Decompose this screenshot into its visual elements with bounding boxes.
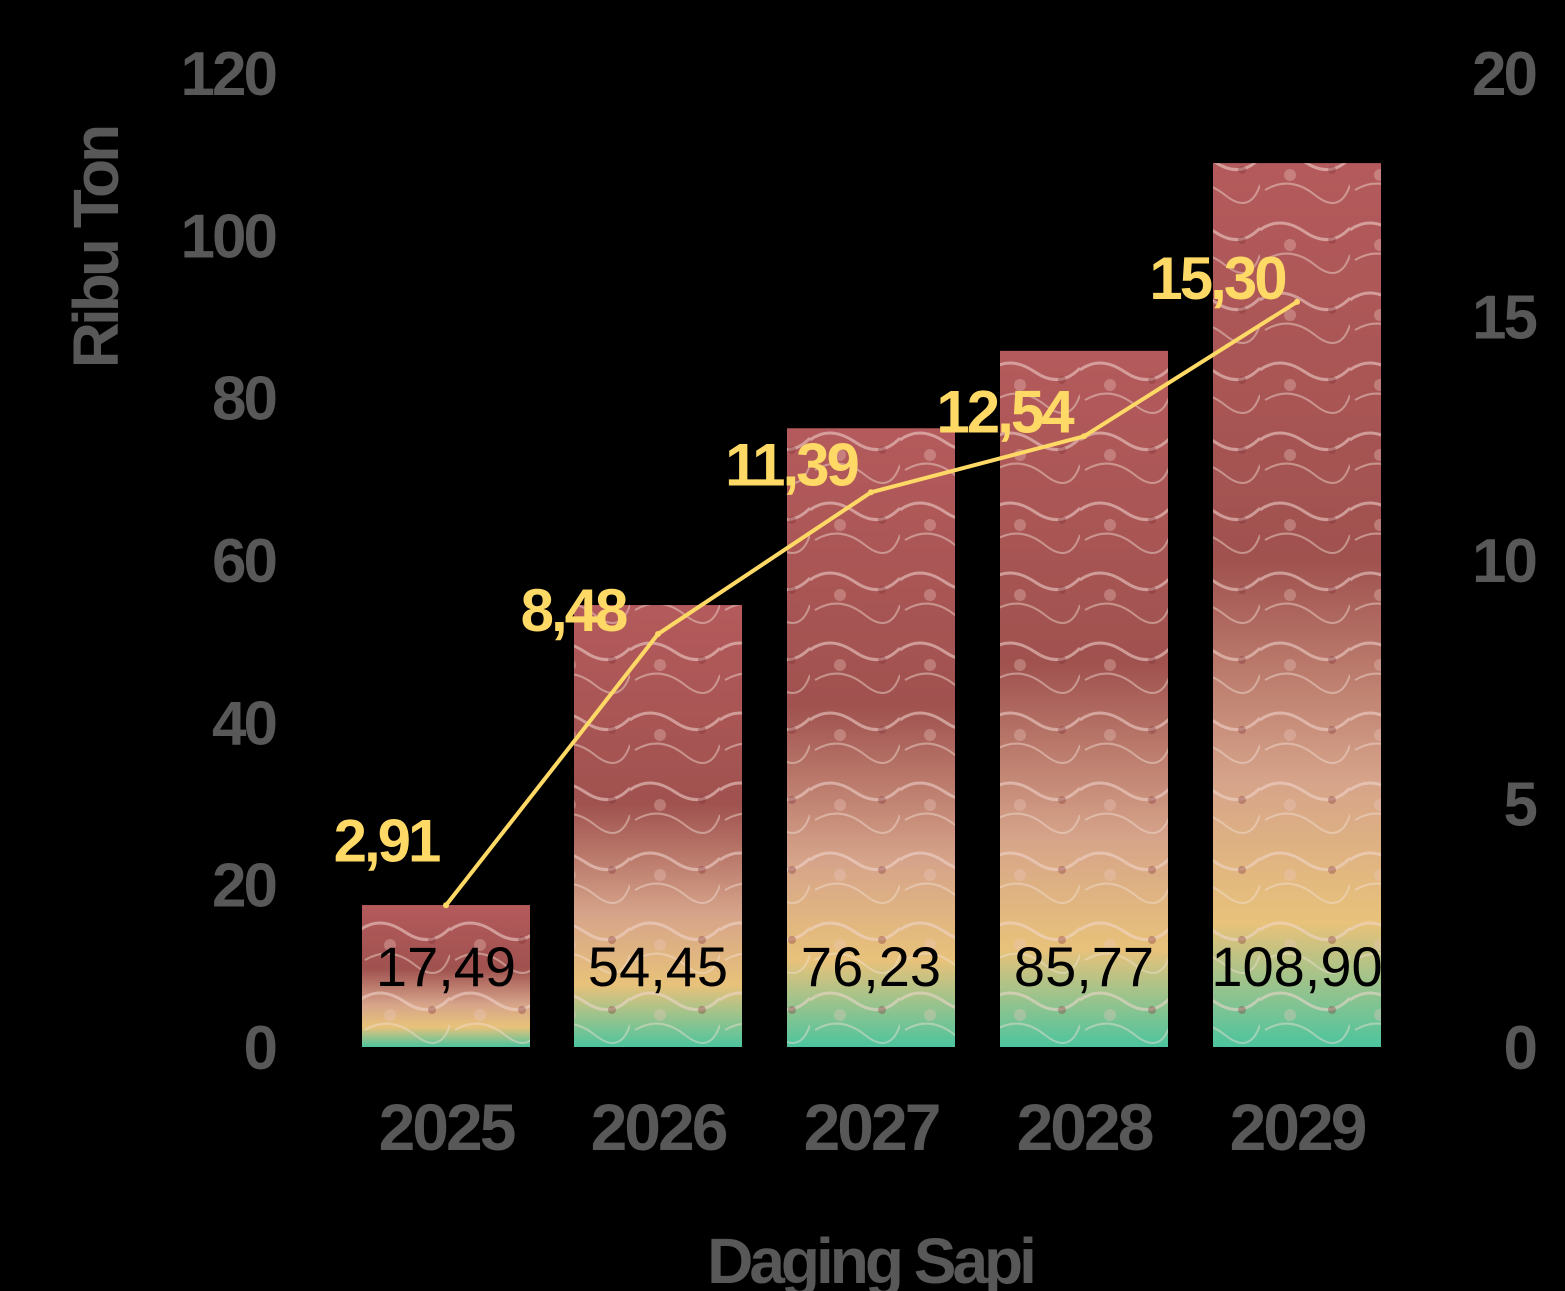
bar-series: 17,49 54,45 76,23 85,77 108,90	[362, 163, 1383, 1048]
line-value-label-2027: 11,39	[725, 431, 858, 498]
left-axis-ticks: 0 20 40 60 80 100 120	[181, 40, 279, 1083]
line-point-2026	[655, 631, 661, 638]
line-point-2028	[1081, 433, 1087, 440]
line-series: 2,91 8,48 11,39 12,54 15,30	[334, 245, 1300, 909]
x-tick-2028: 2028	[1017, 1090, 1153, 1164]
right-tick-3: 15	[1472, 284, 1536, 353]
bar-value-label-2028: 85,77	[1014, 935, 1154, 998]
x-tick-2027: 2027	[804, 1090, 939, 1164]
right-axis-ticks: 0 5 10 15 20	[1472, 40, 1539, 1083]
left-tick-4: 80	[212, 365, 275, 434]
left-tick-3: 60	[212, 527, 275, 596]
line-point-2029	[1294, 298, 1300, 305]
bar-texture-2026	[574, 605, 742, 1047]
left-tick-2: 40	[212, 689, 275, 758]
line-point-2025	[443, 902, 449, 909]
right-tick-1: 5	[1504, 771, 1537, 840]
bar-value-label-2027: 76,23	[801, 935, 941, 998]
left-tick-6: 120	[181, 40, 276, 109]
line-value-label-2026: 8,48	[521, 577, 627, 644]
bar-value-label-2025: 17,49	[376, 935, 516, 998]
bar-texture-2029	[1213, 163, 1381, 1048]
bar-texture-2028	[1000, 350, 1168, 1047]
x-tick-2029: 2029	[1230, 1090, 1366, 1164]
line-value-label-2028: 12,54	[936, 378, 1075, 445]
bar-value-label-2029: 108,90	[1211, 935, 1382, 998]
right-tick-0: 0	[1504, 1014, 1536, 1083]
line-value-label-2025: 2,91	[334, 807, 440, 874]
x-tick-2026: 2026	[591, 1090, 727, 1164]
line-value-label-2029: 15,30	[1149, 245, 1285, 312]
left-tick-5: 100	[181, 202, 276, 271]
right-tick-2: 10	[1472, 527, 1535, 596]
left-tick-0: 0	[244, 1014, 276, 1083]
x-tick-2025: 2025	[379, 1090, 515, 1164]
y-axis-title: Ribu Ton	[60, 127, 132, 368]
bar-texture-2025	[362, 905, 530, 1047]
left-tick-1: 20	[212, 852, 275, 921]
bar-value-label-2026: 54,45	[588, 935, 728, 998]
right-tick-4: 20	[1472, 40, 1535, 109]
x-axis-ticks: 2025 2026 2027 2028 2029	[379, 1090, 1369, 1164]
x-axis-title: Daging Sapi	[707, 1225, 1033, 1291]
line-point-2027	[868, 489, 874, 496]
